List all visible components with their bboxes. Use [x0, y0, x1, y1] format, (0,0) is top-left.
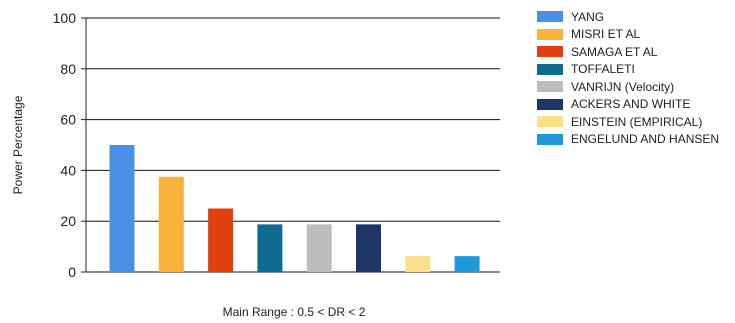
bar-ackers-and-white [356, 224, 381, 272]
legend-swatch [537, 98, 563, 110]
y-tick-label: 80 [60, 61, 76, 77]
bar-einstein-empirical [405, 256, 431, 272]
legend-item: TOFFALETI [537, 61, 719, 79]
bars [109, 145, 480, 272]
legend-label: ACKERS AND WHITE [571, 97, 691, 112]
y-tick-label: 0 [68, 264, 76, 280]
bar-engelund-and-hansen [454, 256, 480, 272]
legend-label: MISRI ET AL [571, 27, 641, 42]
x-axis-label: Main Range : 0.5 < DR < 2 [223, 305, 366, 319]
bar-toffaleti [257, 224, 283, 272]
bar-vanrijn-velocity [306, 224, 332, 272]
legend-swatch [537, 28, 563, 40]
y-tick-label: 100 [53, 10, 77, 26]
legend-label: YANG [571, 9, 605, 24]
legend-swatch [537, 11, 563, 23]
bar-yang [109, 145, 135, 272]
legend-item: ENGELUND AND HANSEN [537, 131, 719, 149]
legend-label: ENGELUND AND HANSEN [571, 132, 720, 147]
grid-lines [81, 17, 500, 273]
legend-swatch [537, 133, 563, 145]
y-tick-label: 40 [60, 162, 76, 178]
legend-label: SAMAGA ET AL [571, 44, 658, 59]
legend-swatch [537, 63, 563, 75]
y-axis-label: Power Percentage [11, 95, 25, 194]
bar-misri-et-al [158, 176, 184, 272]
legend-item: MISRI ET AL [537, 26, 719, 44]
legend-label: VANRIJN (Velocity) [571, 79, 675, 94]
legend-item: SAMAGA ET AL [537, 43, 719, 61]
legend-item: ACKERS AND WHITE [537, 96, 719, 114]
bar-samaga-et-al [208, 208, 234, 272]
legend-label: TOFFALETI [571, 62, 635, 77]
legend-label: EINSTEIN (EMPIRICAL) [571, 114, 703, 129]
y-tick-labels: 0 20 40 60 80 100 [53, 10, 77, 280]
legend-item: YANG [537, 8, 719, 26]
y-tick-label: 60 [60, 112, 76, 128]
y-tick-label: 20 [60, 213, 76, 229]
legend-item: VANRIJN (Velocity) [537, 78, 719, 96]
legend-swatch [537, 81, 563, 93]
legend-item: EINSTEIN (EMPIRICAL) [537, 113, 719, 131]
legend-swatch [537, 116, 563, 128]
legend: YANG MISRI ET AL SAMAGA ET AL TOFFALETI VANR… [537, 8, 719, 148]
legend-swatch [537, 46, 563, 58]
